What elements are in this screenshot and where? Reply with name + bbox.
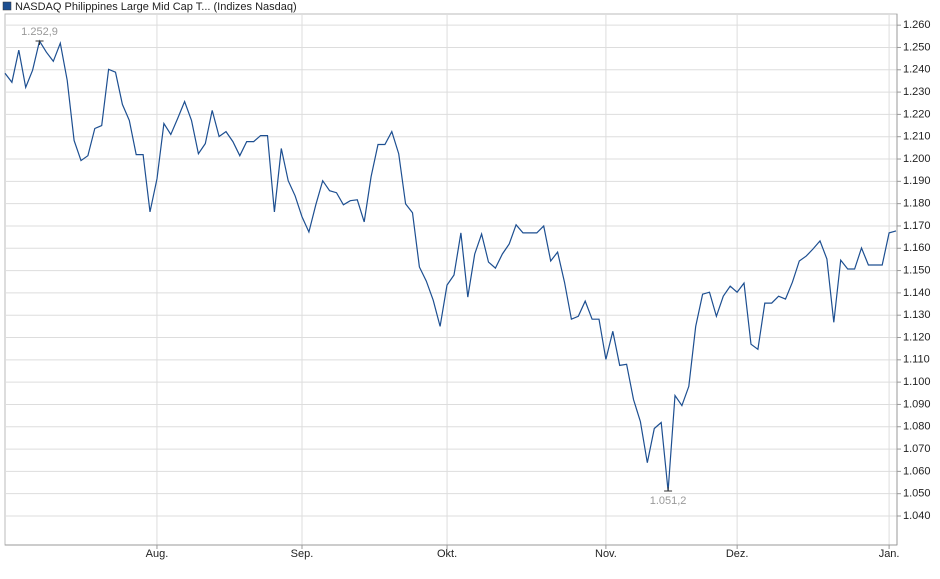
y-tick-label: 1.100 (903, 376, 931, 388)
y-tick-label: 1.200 (903, 153, 931, 165)
y-tick-label: 1.090 (903, 398, 931, 410)
y-tick-label: 1.050 (903, 488, 931, 500)
x-tick-label: Okt. (437, 548, 457, 560)
y-tick-label: 1.080 (903, 421, 931, 433)
annotation: 1.051,2 (650, 495, 687, 507)
y-tick-label: 1.170 (903, 220, 931, 232)
x-tick-label: Dez. (726, 548, 749, 560)
y-tick-label: 1.040 (903, 510, 931, 522)
y-tick-label: 1.120 (903, 331, 931, 343)
legend-swatch (2, 1, 12, 11)
y-tick-label: 1.210 (903, 131, 931, 143)
annotation: 1.252,9 (21, 26, 58, 38)
y-tick-label: 1.220 (903, 108, 931, 120)
y-tick-label: 1.230 (903, 86, 931, 98)
x-tick-label: Jan. (879, 548, 900, 560)
y-tick-label: 1.180 (903, 198, 931, 210)
y-tick-label: 1.060 (903, 465, 931, 477)
x-tick-label: Sep. (291, 548, 314, 560)
y-tick-label: 1.160 (903, 242, 931, 254)
y-tick-label: 1.190 (903, 175, 931, 187)
y-tick-label: 1.250 (903, 41, 931, 53)
y-tick-label: 1.130 (903, 309, 931, 321)
y-tick-label: 1.150 (903, 264, 931, 276)
series-line (4, 39, 897, 492)
y-tick-label: 1.240 (903, 64, 931, 76)
x-tick-label: Nov. (595, 548, 617, 560)
y-tick-label: 1.260 (903, 19, 931, 31)
x-tick-label: Aug. (146, 548, 169, 560)
y-tick-label: 1.140 (903, 287, 931, 299)
y-tick-label: 1.110 (903, 354, 930, 366)
y-tick-label: 1.070 (903, 443, 931, 455)
legend-label: NASDAQ Philippines Large Mid Cap T... (I… (15, 1, 297, 13)
